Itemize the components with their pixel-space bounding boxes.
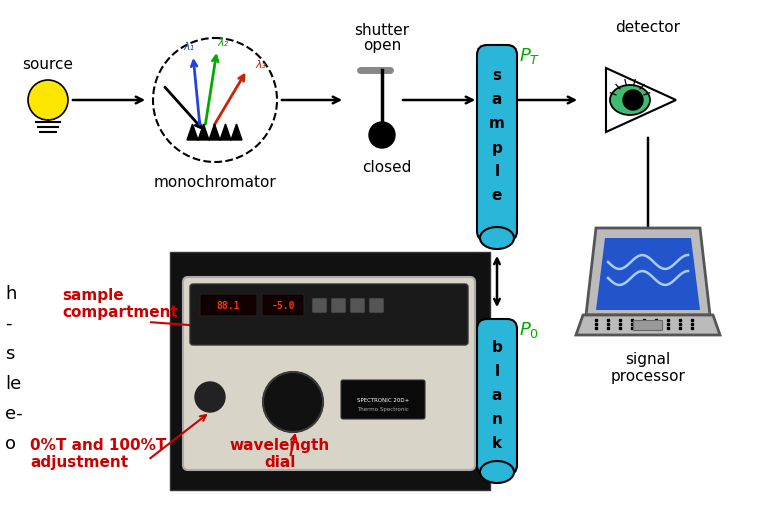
Bar xyxy=(170,252,490,490)
Text: e-: e- xyxy=(5,405,22,423)
Circle shape xyxy=(28,80,68,120)
Text: l: l xyxy=(495,164,499,179)
FancyBboxPatch shape xyxy=(369,298,384,313)
Text: h: h xyxy=(5,285,16,303)
Text: shutter: shutter xyxy=(355,23,409,38)
Text: 88.1: 88.1 xyxy=(217,301,240,311)
Text: wavelength
dial: wavelength dial xyxy=(230,438,330,470)
Text: le: le xyxy=(5,375,22,393)
Text: n: n xyxy=(492,411,502,427)
Text: l: l xyxy=(495,363,499,378)
FancyBboxPatch shape xyxy=(262,294,304,316)
FancyBboxPatch shape xyxy=(190,284,468,345)
Text: e: e xyxy=(492,188,502,204)
FancyBboxPatch shape xyxy=(183,277,475,470)
Circle shape xyxy=(263,372,323,432)
Text: p: p xyxy=(492,140,502,155)
Text: s: s xyxy=(492,69,502,84)
Text: 0%T and 100%T
adjustment: 0%T and 100%T adjustment xyxy=(30,438,167,470)
Ellipse shape xyxy=(610,85,650,115)
Text: s: s xyxy=(5,345,15,363)
Text: λ₃: λ₃ xyxy=(255,60,266,70)
Text: -5.0: -5.0 xyxy=(271,301,295,311)
Polygon shape xyxy=(187,124,242,140)
Text: k: k xyxy=(492,436,502,451)
Text: b: b xyxy=(492,339,502,354)
Text: $P_T$: $P_T$ xyxy=(519,46,541,66)
Text: Thermo Spectronic: Thermo Spectronic xyxy=(357,408,409,412)
FancyBboxPatch shape xyxy=(341,380,425,419)
Text: open: open xyxy=(362,38,401,53)
FancyBboxPatch shape xyxy=(477,319,517,475)
Polygon shape xyxy=(586,228,710,315)
Text: a: a xyxy=(492,93,502,107)
FancyBboxPatch shape xyxy=(200,294,257,316)
FancyBboxPatch shape xyxy=(634,320,663,330)
Text: λ₂: λ₂ xyxy=(217,38,229,48)
Text: $P_0$: $P_0$ xyxy=(519,320,539,340)
Text: a: a xyxy=(492,387,502,403)
Text: detector: detector xyxy=(615,20,680,35)
Polygon shape xyxy=(606,68,676,132)
Text: -: - xyxy=(5,315,12,333)
Text: SPECTRONIC 20D+: SPECTRONIC 20D+ xyxy=(357,397,409,403)
Polygon shape xyxy=(576,315,720,335)
Text: m: m xyxy=(489,117,505,131)
Text: λ₁: λ₁ xyxy=(184,42,194,52)
FancyBboxPatch shape xyxy=(350,298,365,313)
Circle shape xyxy=(369,122,395,148)
Text: source: source xyxy=(22,57,74,72)
Text: closed: closed xyxy=(362,160,412,175)
FancyBboxPatch shape xyxy=(477,45,517,241)
Text: signal
processor: signal processor xyxy=(611,352,685,385)
Ellipse shape xyxy=(480,227,514,249)
FancyBboxPatch shape xyxy=(312,298,327,313)
Text: monochromator: monochromator xyxy=(154,175,276,190)
Text: sample
compartment: sample compartment xyxy=(62,288,178,320)
FancyBboxPatch shape xyxy=(331,298,346,313)
Text: o: o xyxy=(5,435,16,453)
Circle shape xyxy=(195,382,225,412)
Ellipse shape xyxy=(480,461,514,483)
Circle shape xyxy=(623,90,643,110)
Polygon shape xyxy=(596,238,700,310)
